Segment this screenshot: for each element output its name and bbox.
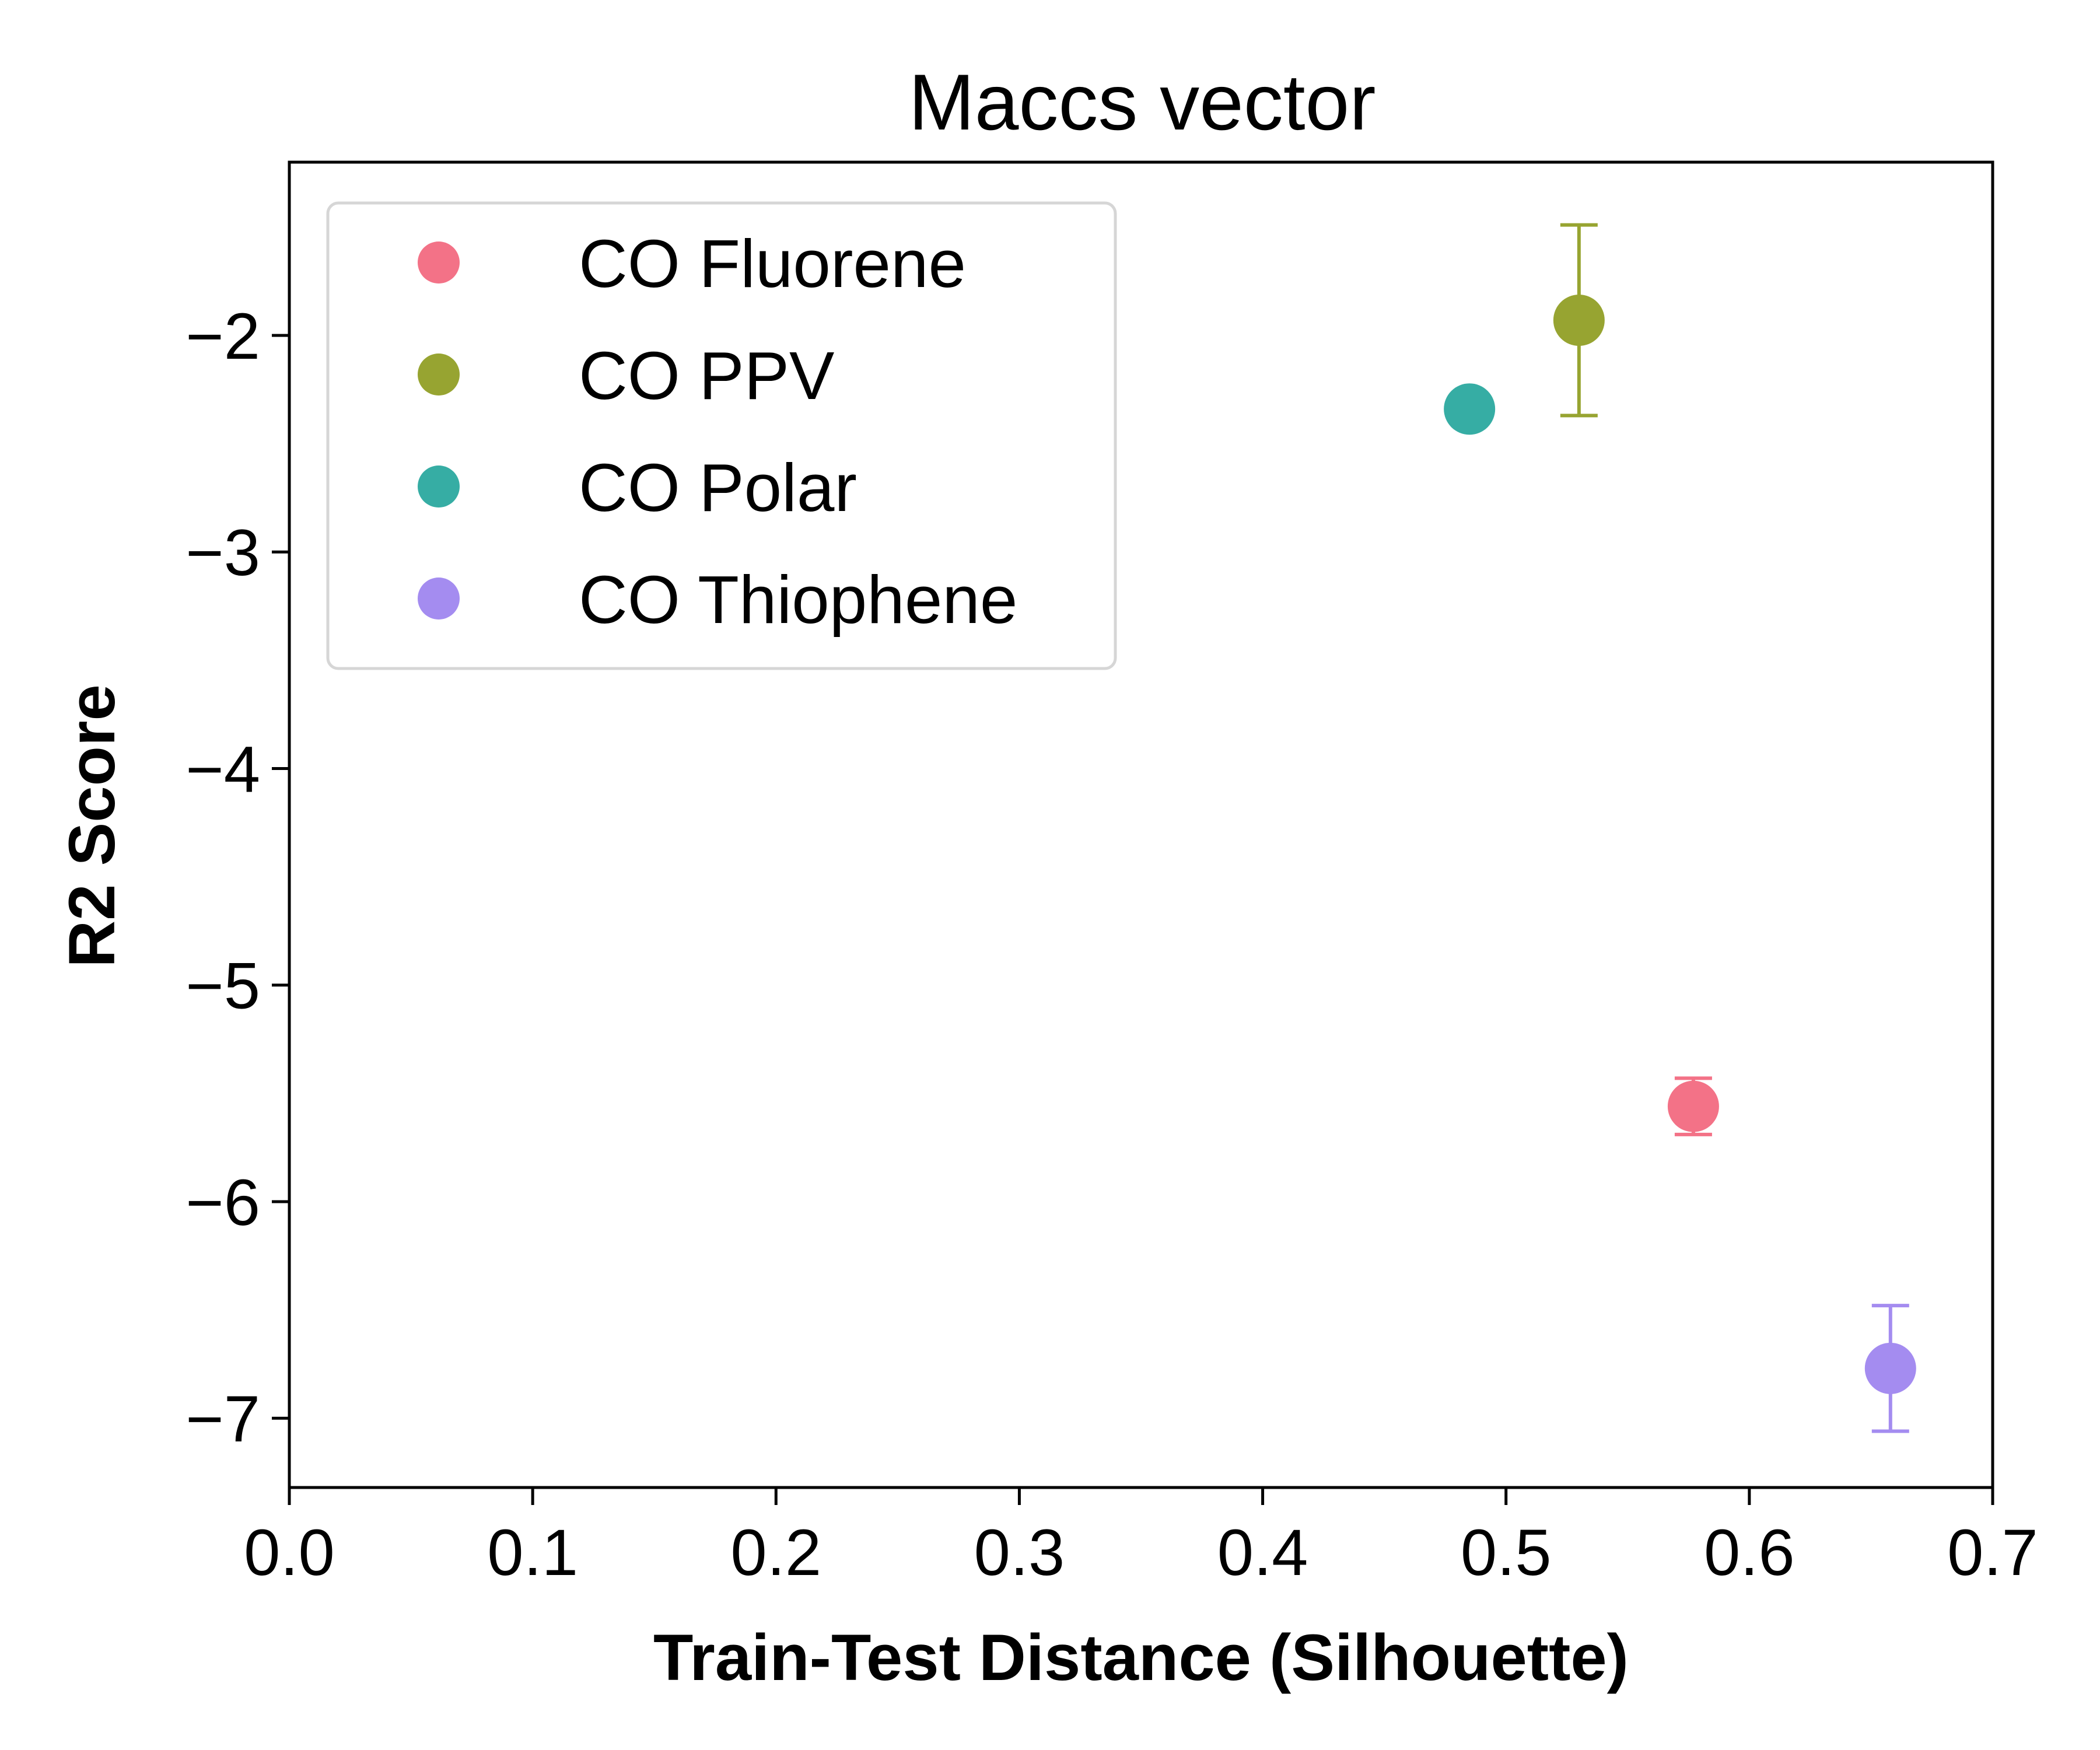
x-tick-label: 0.2 [730, 1516, 821, 1589]
chart-title: Maccs vector [908, 58, 1376, 146]
y-axis-ticks: −2 −3 −4 −5 −6 −7 [186, 300, 289, 1455]
y-tick-label: −4 [186, 733, 260, 806]
y-tick-label: −5 [186, 950, 260, 1023]
data-point [1444, 383, 1496, 435]
x-tick-label: 0.6 [1704, 1516, 1795, 1589]
legend-frame [326, 201, 1117, 670]
x-axis-label: Train-Test Distance (Silhouette) [653, 1621, 1629, 1694]
x-tick-label: 0.5 [1461, 1516, 1552, 1589]
legend-marker [418, 578, 460, 620]
x-axis-ticks: 0.0 0.1 0.2 0.3 0.4 0.5 0.6 0.7 [244, 1488, 2038, 1589]
legend-marker [418, 466, 460, 508]
x-tick-label: 0.0 [244, 1516, 335, 1589]
plot-frame [288, 160, 1994, 1489]
legend-label: CO Fluorene [579, 226, 966, 302]
legend: CO Fluorene CO PPV CO Polar CO Thiophene [326, 201, 1117, 670]
legend-marker [418, 242, 460, 284]
y-tick-label: −6 [186, 1166, 260, 1239]
legend-label: CO PPV [579, 338, 834, 414]
data-point [1553, 295, 1605, 346]
y-tick-label: −2 [186, 300, 260, 373]
data-point [1667, 1080, 1719, 1132]
legend-marker [418, 354, 460, 396]
y-axis-label: R2 Score [55, 684, 128, 968]
x-tick-label: 0.4 [1217, 1516, 1308, 1589]
x-tick-label: 0.3 [974, 1516, 1065, 1589]
legend-label: CO Thiophene [579, 562, 1017, 638]
x-tick-label: 0.1 [487, 1516, 578, 1589]
legend-label: CO Polar [579, 450, 857, 526]
y-tick-label: −7 [186, 1382, 260, 1455]
data-point [1864, 1342, 1916, 1394]
data-points [1444, 223, 1916, 1433]
y-tick-label: −3 [186, 516, 260, 589]
x-tick-label: 0.7 [1947, 1516, 2038, 1589]
